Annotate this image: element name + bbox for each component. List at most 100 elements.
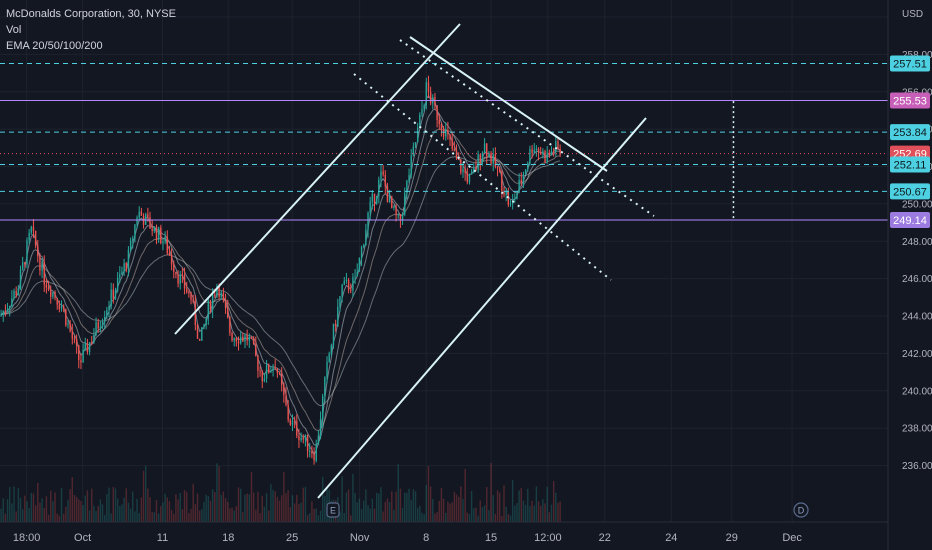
candle-body — [492, 154, 494, 164]
volume-bar — [95, 511, 97, 522]
candle-body — [138, 211, 140, 218]
volume-bar — [43, 508, 45, 522]
candle-body — [434, 97, 436, 106]
candle-body — [388, 196, 391, 203]
volume-bar — [283, 471, 285, 522]
candle-body — [490, 152, 492, 164]
candle-body — [252, 338, 255, 345]
candle-body — [28, 232, 30, 241]
volume-bar — [58, 515, 61, 522]
price-tag-label: 250.67 — [893, 186, 927, 198]
volume-bar — [110, 513, 112, 522]
volume-bar — [144, 465, 147, 522]
volume-bars — [0, 462, 561, 522]
candle-body — [244, 335, 246, 342]
volume-bar — [54, 492, 56, 522]
candle-body — [527, 163, 529, 170]
volume-bar — [9, 486, 11, 522]
candle-body — [205, 317, 207, 325]
volume-bar — [285, 493, 287, 522]
symbol-title[interactable]: McDonalds Corporation, 30, NYSE — [6, 8, 176, 20]
volume-bar — [149, 497, 151, 522]
volume-bar — [468, 514, 471, 522]
price-tag-label: 257.51 — [893, 59, 927, 71]
candle-body — [110, 289, 112, 307]
volume-bar — [214, 492, 216, 522]
volume-bar — [341, 476, 343, 522]
candle-body — [464, 168, 466, 174]
candle-body — [555, 141, 557, 152]
volume-bar — [11, 503, 13, 522]
volume-bar — [516, 503, 518, 522]
ema-label[interactable]: EMA 20/50/100/200 — [6, 40, 103, 52]
volume-bar — [88, 510, 91, 522]
price-axis[interactable] — [888, 0, 932, 550]
candle-body — [274, 367, 276, 369]
candle-body — [382, 171, 384, 175]
candle-body — [123, 263, 125, 272]
volume-bar — [153, 512, 156, 522]
time-tick-label: 12:00 — [534, 532, 562, 544]
volume-bar — [507, 514, 510, 522]
candle-body — [11, 298, 13, 307]
candle-body — [540, 152, 542, 155]
volume-bar — [550, 504, 553, 522]
volume-bar — [157, 513, 160, 522]
volume-bar — [537, 501, 540, 522]
candle-body — [43, 261, 45, 285]
volume-bar — [278, 500, 281, 522]
candle-body — [108, 306, 110, 310]
volume-bar — [527, 488, 529, 522]
volume-bar — [248, 494, 251, 522]
volume-bar — [473, 508, 475, 522]
volume-bar — [462, 498, 464, 522]
horizontal-levels[interactable] — [0, 63, 888, 221]
price-tag-bg — [890, 211, 930, 228]
candle-body — [494, 154, 497, 167]
candle-body — [496, 166, 499, 169]
volume-bar — [259, 513, 261, 522]
volume-bar — [384, 502, 386, 522]
time-axis[interactable] — [0, 522, 932, 550]
candle-body — [326, 361, 328, 378]
volume-bar — [127, 502, 130, 522]
volume-bar — [151, 511, 153, 522]
volume-bar — [540, 505, 542, 522]
volume-bar — [317, 515, 320, 522]
candle-body — [546, 152, 548, 163]
candle-body — [503, 190, 505, 196]
volume-bar — [2, 498, 4, 522]
trend-drawings[interactable] — [174, 23, 735, 499]
volume-bar — [250, 471, 253, 522]
candle-body — [535, 148, 538, 150]
candle-body — [453, 149, 456, 151]
candle-body — [311, 450, 313, 454]
candle-body — [283, 384, 285, 395]
candle-body — [339, 296, 341, 307]
candle-body — [75, 339, 78, 346]
candle-body — [304, 434, 307, 440]
volume-bar — [265, 493, 268, 522]
price-tag: 255.53 — [890, 92, 930, 109]
candle-body — [414, 142, 417, 147]
price-tag: 249.14 — [890, 211, 930, 228]
channel-upper-line — [174, 23, 461, 335]
candle-body — [473, 168, 475, 173]
volume-label[interactable]: Vol — [6, 24, 22, 36]
candle-body — [399, 214, 402, 221]
volume-bar — [410, 499, 412, 522]
candle-body — [401, 214, 404, 221]
candle-body — [147, 214, 149, 217]
candle-body — [52, 292, 54, 297]
candle-body — [462, 168, 464, 173]
volume-bar — [425, 484, 428, 522]
candle-body — [280, 373, 283, 385]
volume-bar — [272, 489, 274, 522]
price-tick-label: 236.00 — [902, 461, 932, 472]
volume-bar — [218, 466, 220, 522]
candle-body — [507, 191, 510, 205]
volume-bar — [220, 494, 222, 522]
price-tag-label: 249.14 — [893, 215, 927, 227]
